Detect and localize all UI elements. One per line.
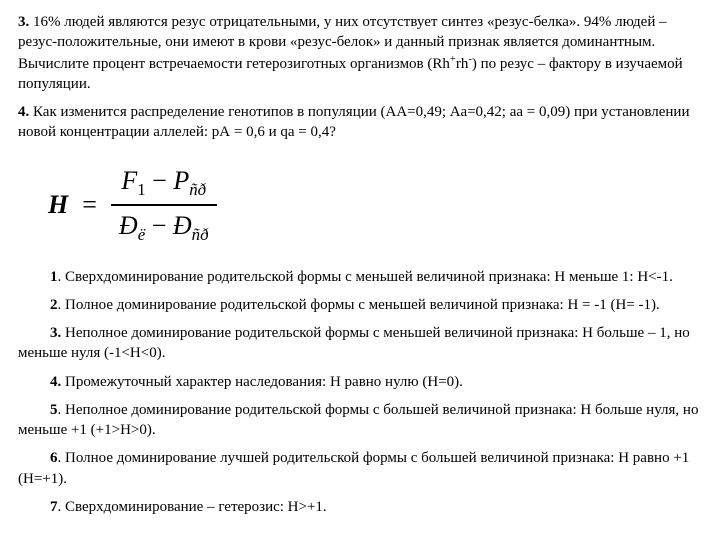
formula-fraction: F1 − Pñð Đë − Đñð [111,161,217,249]
item-7-text: . Сверхдоминирование – гетерозис: Н>+1. [58,499,327,515]
item-5-label: 5 [50,402,58,418]
item-2-text: . Полное доминирование родительской форм… [58,297,660,313]
num-F: F [121,166,137,195]
num-F-sub: 1 [137,180,145,199]
den-D2-sub: ñð [192,225,209,244]
formula-eq: = [82,187,97,222]
item-1-text: . Сверхдоминирование родительской формы … [58,269,673,285]
problem-3-label: 3. [18,14,29,30]
num-P-sub: ñð [189,180,206,199]
formula-denominator: Đë − Đñð [111,206,217,249]
item-2: 2. Полное доминирование родительской фор… [18,295,702,315]
item-6-label: 6 [50,450,58,466]
item-5-text: . Неполное доминирование родительской фо… [18,402,698,438]
item-3-label: 3. [50,325,61,341]
problem-3: 3. 16% людей являются резус отрицательны… [18,12,702,94]
item-3: 3. Неполное доминирование родительской ф… [18,323,702,364]
item-5: 5. Неполное доминирование родительской ф… [18,400,702,441]
item-1-label: 1 [50,269,58,285]
item-4: 4. Промежуточный характер наследования: … [18,372,702,392]
problem-4-text: Как изменится распределение генотипов в … [18,104,690,140]
num-minus: − [146,166,174,195]
item-4-label: 4. [50,374,61,390]
item-4-text: Промежуточный характер наследования: Н р… [61,374,463,390]
formula-block: H = F1 − Pñð Đë − Đñð [48,161,702,249]
formula-H: H [48,187,68,222]
item-1: 1. Сверхдоминирование родительской формы… [18,267,702,287]
problem-4: 4. Как изменится распределение генотипов… [18,102,702,143]
item-6-text: . Полное доминирование лучшей родительск… [18,450,689,486]
den-minus: − [145,211,173,240]
item-7-label: 7 [50,499,58,515]
formula: H = F1 − Pñð Đë − Đñð [48,161,217,249]
item-6: 6. Полное доминирование лучшей родительс… [18,448,702,489]
num-P: P [173,166,189,195]
item-2-label: 2 [50,297,58,313]
formula-numerator: F1 − Pñð [113,161,214,204]
den-D1: Đ [119,211,138,240]
problem-3-text-mid: rh [456,56,469,72]
item-3-text: Неполное доминирование родительской форм… [18,325,690,361]
problem-4-label: 4. [18,104,29,120]
item-7: 7. Сверхдоминирование – гетерозис: Н>+1. [18,497,702,517]
den-D2: Đ [173,211,192,240]
